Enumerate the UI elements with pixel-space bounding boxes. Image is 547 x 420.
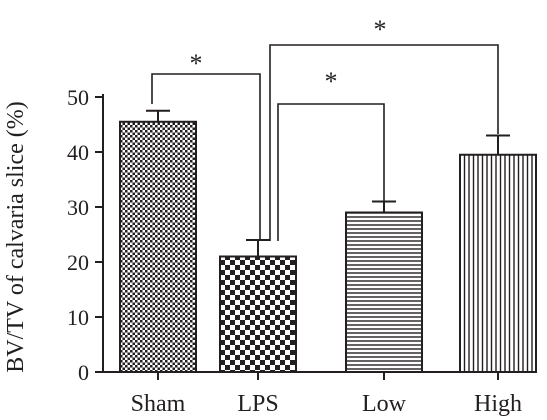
y-tick-label: 30 [67,195,89,220]
category-label-low: Low [362,391,407,417]
bar-high [459,153,537,373]
y-tick-label: 50 [67,85,89,110]
sig-star-sham-lps: * [190,49,203,78]
y-tick-label: 20 [67,250,89,275]
y-tick-label: 0 [78,360,89,385]
category-label-lps: LPS [237,391,278,417]
bar-lps [219,255,297,373]
y-tick-label: 10 [67,305,89,330]
category-label-high: High [474,391,522,417]
bar-sham [119,120,197,373]
bars [119,120,537,373]
sig-star-lps-low: * [325,67,338,96]
y-ticks: 0 10 20 30 40 50 [67,85,103,385]
sig-bracket-lps-high [269,44,499,241]
sig-bracket-sham-lps [151,73,261,241]
significance-brackets: * * * [151,15,499,241]
error-bars [146,109,510,257]
category-label-sham: Sham [131,391,186,417]
sig-star-lps-high: * [374,15,387,44]
category-labels: Sham LPS Low High [131,372,522,417]
y-axis-title: BV/TV of calvaria slice (%) [3,101,29,372]
bar-low [345,211,423,373]
y-tick-label: 40 [67,140,89,165]
sig-bracket-lps-low [277,103,385,241]
